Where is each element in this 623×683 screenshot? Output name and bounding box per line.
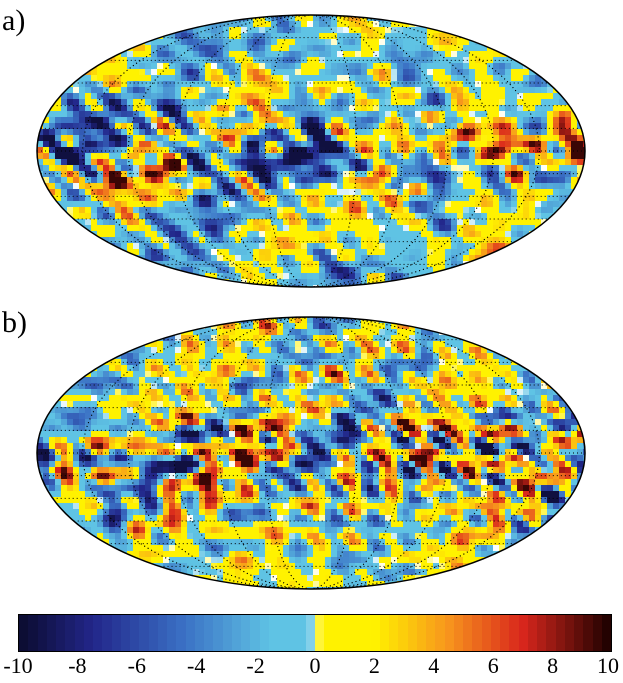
colorbar-segment	[546, 615, 556, 651]
colorbar-segment	[111, 615, 121, 651]
colorbar-tick-label: 8	[547, 653, 559, 678]
colorbar-segment	[370, 615, 380, 651]
colorbar-segment	[472, 615, 482, 651]
colorbar-segment	[213, 615, 223, 651]
colorbar-tick-label: 2	[368, 653, 380, 678]
colorbar-tick-label: -2	[246, 653, 265, 678]
colorbar-segment	[222, 615, 232, 651]
colorbar-segment	[102, 615, 112, 651]
colorbar-segment	[490, 615, 500, 651]
colorbar-segment	[194, 615, 204, 651]
colorbar-segment	[46, 615, 56, 651]
field-cells	[37, 15, 585, 287]
colorbar-segment	[56, 615, 66, 651]
colorbar-tick-label: 6	[487, 653, 499, 678]
colorbar-segment	[583, 615, 593, 651]
colorbar-segment	[352, 615, 362, 651]
colorbar-segment	[379, 615, 389, 651]
panel-label-a: a)	[2, 4, 26, 37]
mollweide-map-a	[36, 14, 586, 288]
graticule	[37, 15, 585, 287]
colorbar-segment	[287, 615, 297, 651]
colorbar-segment	[148, 615, 158, 651]
colorbar-segment	[139, 615, 149, 651]
colorbar-segment	[601, 615, 611, 651]
colorbar-segment	[426, 615, 436, 651]
colorbar-segment	[19, 615, 29, 651]
colorbar-segment	[444, 615, 454, 651]
map-outline	[36, 14, 586, 288]
colorbar-segment	[435, 615, 445, 651]
colorbar-tick-label: -4	[187, 653, 206, 678]
colorbar-segment	[481, 615, 491, 651]
colorbar-segment	[130, 615, 140, 651]
map-outline	[36, 316, 586, 590]
colorbar-tick-label: -10	[3, 653, 33, 678]
colorbar-segment	[259, 615, 269, 651]
colorbar-tick-label: -8	[68, 653, 87, 678]
colorbar-segment	[555, 615, 565, 651]
colorbar-segment	[28, 615, 38, 651]
colorbar-segment	[509, 615, 519, 651]
colorbar-tick-label: 10	[597, 653, 619, 678]
graticule	[37, 317, 585, 589]
colorbar-segment	[268, 615, 278, 651]
colorbar-segment	[574, 615, 584, 651]
colorbar-segment	[204, 615, 214, 651]
colorbar-segment	[83, 615, 93, 651]
colorbar-segment	[65, 615, 75, 651]
colorbar-segment	[185, 615, 195, 651]
colorbar-segment	[361, 615, 371, 651]
colorbar-segment	[231, 615, 241, 651]
colorbar-segment	[398, 615, 408, 651]
colorbar-segment	[250, 615, 260, 651]
colorbar-segment	[416, 615, 426, 651]
colorbar-segment	[463, 615, 473, 651]
field-cells	[37, 317, 585, 589]
colorbar-segment	[278, 615, 288, 651]
colorbar	[18, 614, 612, 652]
colorbar-tick-label: 0	[309, 653, 321, 678]
colorbar-segment	[518, 615, 528, 651]
colorbar-segment	[389, 615, 399, 651]
colorbar-segment	[241, 615, 251, 651]
colorbar-tick-label: 4	[428, 653, 440, 678]
colorbar-segment	[407, 615, 417, 651]
colorbar-segment	[527, 615, 537, 651]
colorbar-segment	[592, 615, 602, 651]
colorbar-segment	[564, 615, 574, 651]
colorbar-segment	[93, 615, 103, 651]
colorbar-segment	[500, 615, 510, 651]
colorbar-segment	[296, 615, 306, 651]
colorbar-tick-label: -6	[127, 653, 146, 678]
colorbar-segment	[157, 615, 167, 651]
colorbar-segment	[37, 615, 47, 651]
colorbar-segment	[453, 615, 463, 651]
panel-label-b: b)	[2, 306, 27, 339]
colorbar-segment	[120, 615, 130, 651]
colorbar-segment	[333, 615, 343, 651]
colorbar-segment	[74, 615, 84, 651]
colorbar-segment	[342, 615, 352, 651]
colorbar-segment	[315, 615, 325, 651]
mollweide-map-b	[36, 316, 586, 590]
colorbar-segment	[305, 615, 315, 651]
colorbar-segment	[324, 615, 334, 651]
colorbar-segment	[537, 615, 547, 651]
colorbar-segment	[176, 615, 186, 651]
colorbar-segment	[167, 615, 177, 651]
